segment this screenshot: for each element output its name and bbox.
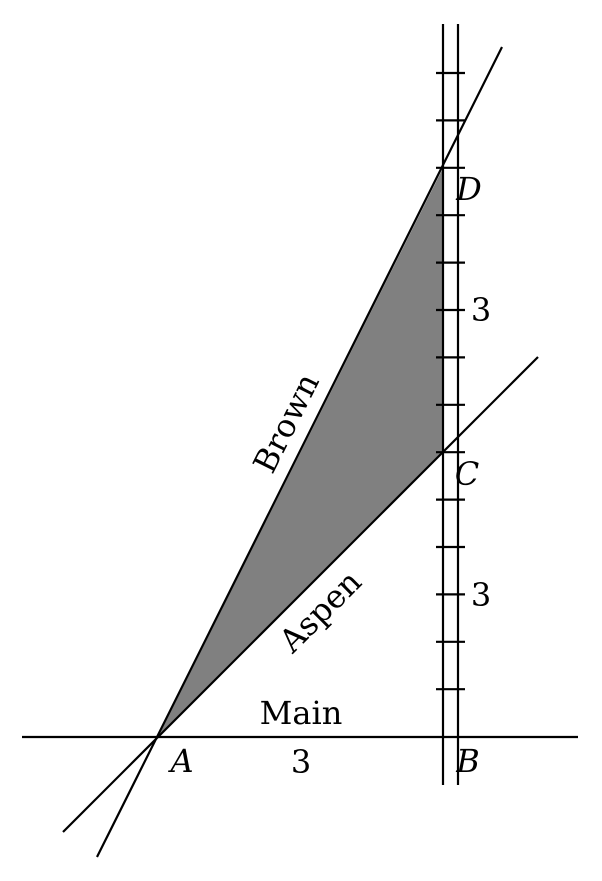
length-cd-label: 3 xyxy=(471,291,491,329)
length-bc-label: 3 xyxy=(471,576,491,614)
brown-street-line xyxy=(96,46,503,858)
point-c-label: C xyxy=(455,455,479,493)
point-a-label: A xyxy=(167,742,193,780)
length-ab-label: 3 xyxy=(291,743,311,781)
railroad-ties xyxy=(436,71,465,691)
main-street-label: Main xyxy=(260,694,343,732)
point-d-label: D xyxy=(455,170,482,208)
point-b-label: B xyxy=(455,742,480,780)
